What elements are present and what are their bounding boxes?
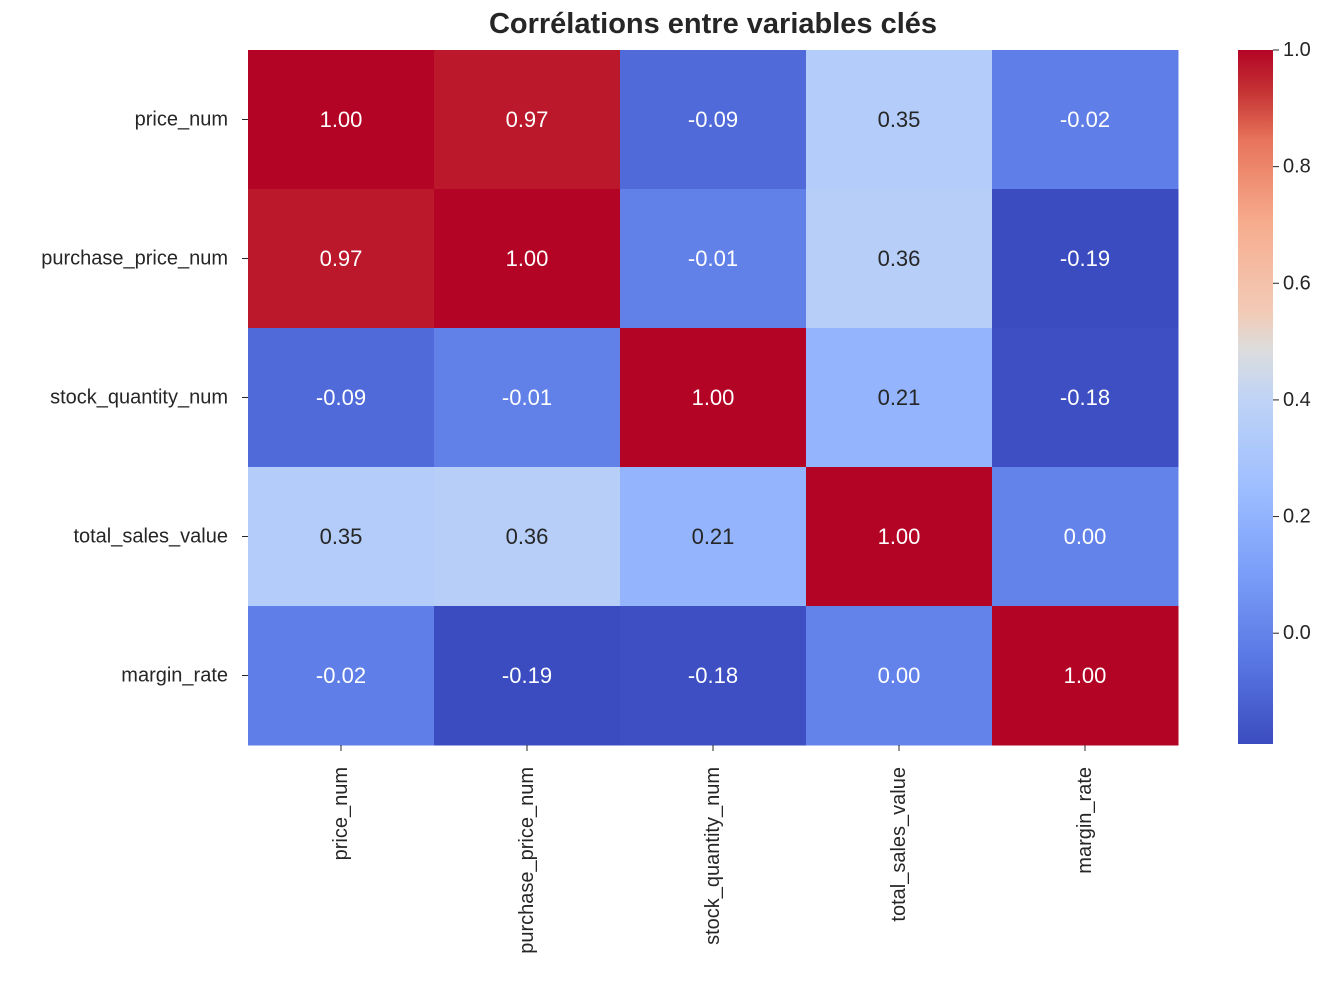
cell-value-label: -0.02 — [316, 663, 366, 688]
x-tick-label: margin_rate — [1074, 767, 1096, 874]
heatmap-cell — [434, 189, 621, 329]
heatmap-cell — [806, 467, 993, 607]
cell-value-label: -0.18 — [688, 663, 738, 688]
colorbar-tick-label: 0.8 — [1283, 156, 1311, 178]
cell-value-label: 0.97 — [506, 107, 549, 132]
colorbar-tick-label: 1.0 — [1283, 39, 1311, 61]
y-tick-label: stock_quantity_num — [50, 387, 228, 409]
heatmap-cell — [248, 189, 435, 329]
cell-value-label: 0.35 — [878, 107, 921, 132]
colorbar-tick-label: 0.0 — [1283, 622, 1311, 644]
heatmap-cell — [992, 189, 1179, 329]
colorbar-gradient — [1238, 50, 1273, 744]
cell-value-label: 0.21 — [692, 524, 735, 549]
y-tick-label: total_sales_value — [73, 526, 228, 548]
heatmap-cells: 1.00 0.97 -0.09 0.35 -0.02 0.97 1.00 -0.01 0.36 -… — [248, 50, 1179, 746]
cell-value-label: 1.00 — [692, 385, 735, 410]
colorbar: 0.0 0.2 0.4 0.6 0.8 1.0 — [1238, 39, 1311, 744]
cell-value-label: 0.00 — [1064, 524, 1107, 549]
heatmap-cell — [434, 50, 621, 190]
cell-value-label: 0.36 — [506, 524, 549, 549]
heatmap-cell — [806, 328, 993, 468]
cell-value-label: 1.00 — [506, 246, 549, 271]
colorbar-tick-label: 0.4 — [1283, 389, 1311, 411]
heatmap-cell — [620, 467, 807, 607]
cell-value-label: -0.01 — [688, 246, 738, 271]
colorbar-tick-label: 0.6 — [1283, 272, 1311, 294]
heatmap-cell — [248, 50, 435, 190]
heatmap-cell — [806, 189, 993, 329]
heatmap-cell — [620, 50, 807, 190]
cell-value-label: 1.00 — [1064, 663, 1107, 688]
heatmap-cell — [620, 328, 807, 468]
heatmap-cell — [806, 50, 993, 190]
cell-value-label: -0.02 — [1060, 107, 1110, 132]
heatmap-cell — [434, 328, 621, 468]
chart-title: Corrélations entre variables clés — [488, 8, 938, 40]
heatmap-cell — [248, 328, 435, 468]
x-tick-label: total_sales_value — [888, 767, 910, 922]
cell-value-label: 0.97 — [320, 246, 363, 271]
cell-value-label: -0.09 — [316, 385, 366, 410]
heatmap-cell — [620, 606, 807, 746]
cell-value-label: -0.09 — [688, 107, 738, 132]
y-tick-label: price_num — [135, 109, 228, 131]
colorbar-tick-label: 0.2 — [1283, 506, 1311, 528]
y-tick-labels: price_num purchase_price_num stock_quantit… — [41, 109, 248, 687]
heatmap-cell — [248, 606, 435, 746]
y-tick-label: purchase_price_num — [41, 248, 228, 270]
cell-value-label: 1.00 — [878, 524, 921, 549]
cell-value-label: -0.19 — [502, 663, 552, 688]
cell-value-label: -0.18 — [1060, 385, 1110, 410]
x-tick-label: price_num — [330, 767, 352, 860]
heatmap-cell — [434, 606, 621, 746]
cell-value-label: -0.19 — [1060, 246, 1110, 271]
cell-value-label: 1.00 — [320, 107, 363, 132]
cell-value-label: 0.21 — [878, 385, 921, 410]
cell-value-label: -0.01 — [502, 385, 552, 410]
x-tick-label: purchase_price_num — [516, 767, 538, 954]
heatmap-cell — [248, 467, 435, 607]
heatmap-cell — [620, 189, 807, 329]
cell-value-label: 0.00 — [878, 663, 921, 688]
cell-value-label: 0.36 — [878, 246, 921, 271]
heatmap-cell — [434, 467, 621, 607]
x-tick-labels: price_num purchase_price_num stock_quantit… — [330, 745, 1096, 954]
y-tick-label: margin_rate — [121, 665, 228, 687]
x-tick-label: stock_quantity_num — [702, 767, 724, 945]
heatmap-cell — [992, 467, 1179, 607]
heatmap-cell — [992, 606, 1179, 746]
heatmap-cell — [992, 50, 1179, 190]
heatmap-cell — [806, 606, 993, 746]
cell-value-label: 0.35 — [320, 524, 363, 549]
heatmap-cell — [992, 328, 1179, 468]
